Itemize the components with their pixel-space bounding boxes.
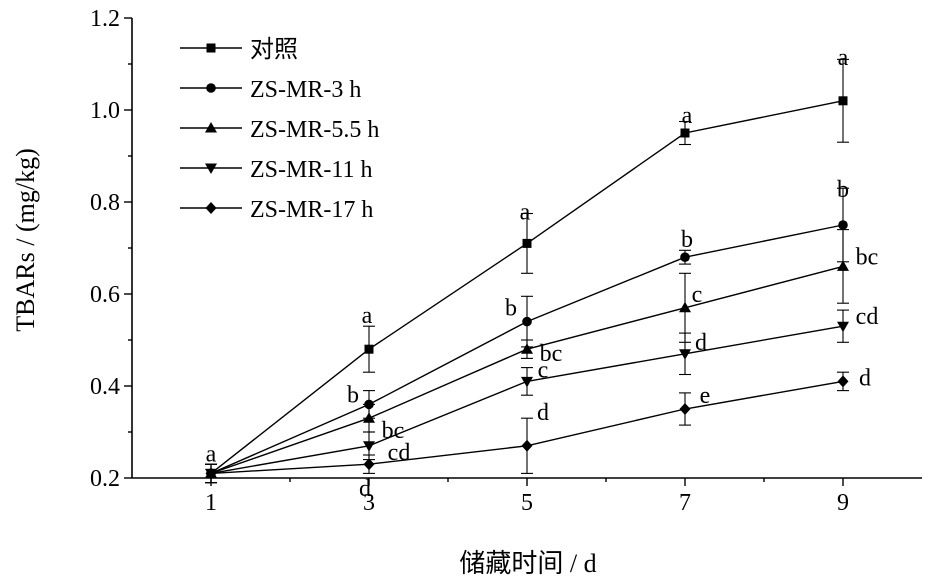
data-point: [838, 220, 848, 230]
x-tick-label: 1: [205, 490, 217, 516]
significance-label: d: [859, 365, 871, 391]
legend-label: ZS-MR-17 h: [250, 197, 373, 223]
data-point: [521, 376, 533, 388]
data-point: [679, 301, 691, 313]
significance-label: c: [538, 357, 549, 383]
legend-marker: [205, 163, 217, 174]
legend-label: ZS-MR-11 h: [250, 157, 372, 183]
significance-label: bc: [540, 341, 563, 367]
data-point: [679, 403, 691, 415]
significance-label: d: [359, 476, 371, 502]
y-tick-label: 0.6: [90, 282, 120, 308]
legend-marker: [206, 83, 216, 93]
data-point: [679, 349, 691, 360]
significance-label: a: [838, 45, 849, 71]
significance-label: d: [537, 400, 549, 426]
x-tick-label: 9: [837, 490, 849, 516]
data-point: [522, 238, 532, 248]
legend-label: ZS-MR-3 h: [250, 77, 361, 103]
y-tick-label: 1.2: [90, 6, 120, 32]
data-point: [364, 344, 374, 354]
significance-label: e: [700, 383, 711, 409]
significance-label: b: [681, 227, 693, 253]
significance-label: a: [520, 199, 531, 225]
significance-label: bc: [382, 418, 405, 444]
data-point: [363, 458, 375, 471]
data-point: [363, 412, 375, 423]
data-point: [521, 439, 533, 452]
significance-label: d: [695, 330, 707, 356]
legend-label: 对照: [250, 36, 298, 63]
x-tick-label: 3: [363, 490, 375, 516]
data-point: [837, 321, 849, 333]
data-point: [837, 375, 849, 388]
significance-label: a: [682, 103, 693, 129]
x-axis-label: 储藏时间 / d: [459, 549, 596, 578]
data-point: [680, 128, 690, 138]
y-tick-label: 0.2: [90, 466, 120, 492]
data-markers: [205, 96, 849, 480]
data-point: [680, 252, 690, 262]
data-point: [838, 96, 848, 106]
significance-label: cd: [856, 304, 879, 330]
data-point: [364, 399, 374, 410]
x-tick-label: 7: [679, 490, 691, 516]
legend-label: ZS-MR-5.5 h: [250, 117, 379, 143]
y-axis-label: TBARs / (mg/kg): [11, 148, 40, 331]
data-point: [522, 316, 532, 327]
data-point: [521, 343, 533, 354]
data-point: [363, 441, 375, 452]
x-tick-label: 5: [521, 490, 533, 516]
y-tick-label: 0.4: [90, 374, 120, 400]
legend-marker: [205, 202, 217, 214]
significance-label: a: [206, 441, 217, 467]
significance-label: b: [347, 382, 359, 408]
legend-marker: [206, 43, 216, 53]
data-point: [205, 467, 217, 480]
significance-label: b: [505, 296, 517, 322]
significance-label: cd: [388, 440, 411, 466]
legend-marker: [205, 122, 217, 133]
significance-label: b: [837, 177, 849, 203]
y-tick-label: 0.8: [90, 190, 120, 216]
axes: 0.2 0.4 0.6 0.8 1.0 1.2 1 3 5 7 9: [90, 6, 922, 516]
significance-label: a: [362, 303, 373, 329]
significance-label: c: [692, 282, 703, 308]
y-tick-label: 1.0: [90, 98, 120, 124]
legend: 对照 ZS-MR-3 h ZS-MR-5.5 h ZS-MR-11 h ZS-MR-17…: [180, 36, 379, 223]
significance-label: bc: [856, 244, 879, 270]
data-point: [837, 260, 849, 271]
